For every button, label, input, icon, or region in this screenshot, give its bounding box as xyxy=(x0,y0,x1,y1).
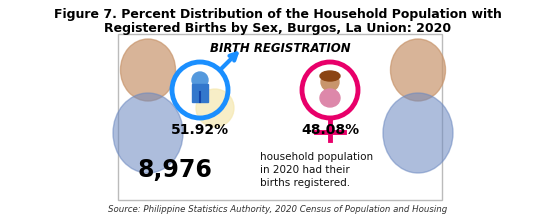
Text: household population
in 2020 had their
births registered.: household population in 2020 had their b… xyxy=(260,152,373,188)
Text: 51.92%: 51.92% xyxy=(171,123,229,137)
Ellipse shape xyxy=(120,39,175,101)
Ellipse shape xyxy=(196,89,234,127)
Ellipse shape xyxy=(113,93,183,173)
Bar xyxy=(192,84,208,102)
Circle shape xyxy=(192,72,208,88)
Ellipse shape xyxy=(320,89,340,107)
Text: 8,976: 8,976 xyxy=(138,158,212,182)
Circle shape xyxy=(321,73,339,91)
Text: Figure 7. Percent Distribution of the Household Population with: Figure 7. Percent Distribution of the Ho… xyxy=(54,8,502,21)
Ellipse shape xyxy=(320,71,340,81)
Text: BIRTH REGISTRATION: BIRTH REGISTRATION xyxy=(209,42,350,55)
Text: Registered Births by Sex, Burgos, La Union: 2020: Registered Births by Sex, Burgos, La Uni… xyxy=(105,22,452,35)
Ellipse shape xyxy=(383,93,453,173)
Text: 48.08%: 48.08% xyxy=(301,123,359,137)
FancyBboxPatch shape xyxy=(118,34,442,200)
Ellipse shape xyxy=(390,39,446,101)
Text: Source: Philippine Statistics Authority, 2020 Census of Population and Housing: Source: Philippine Statistics Authority,… xyxy=(109,205,448,214)
